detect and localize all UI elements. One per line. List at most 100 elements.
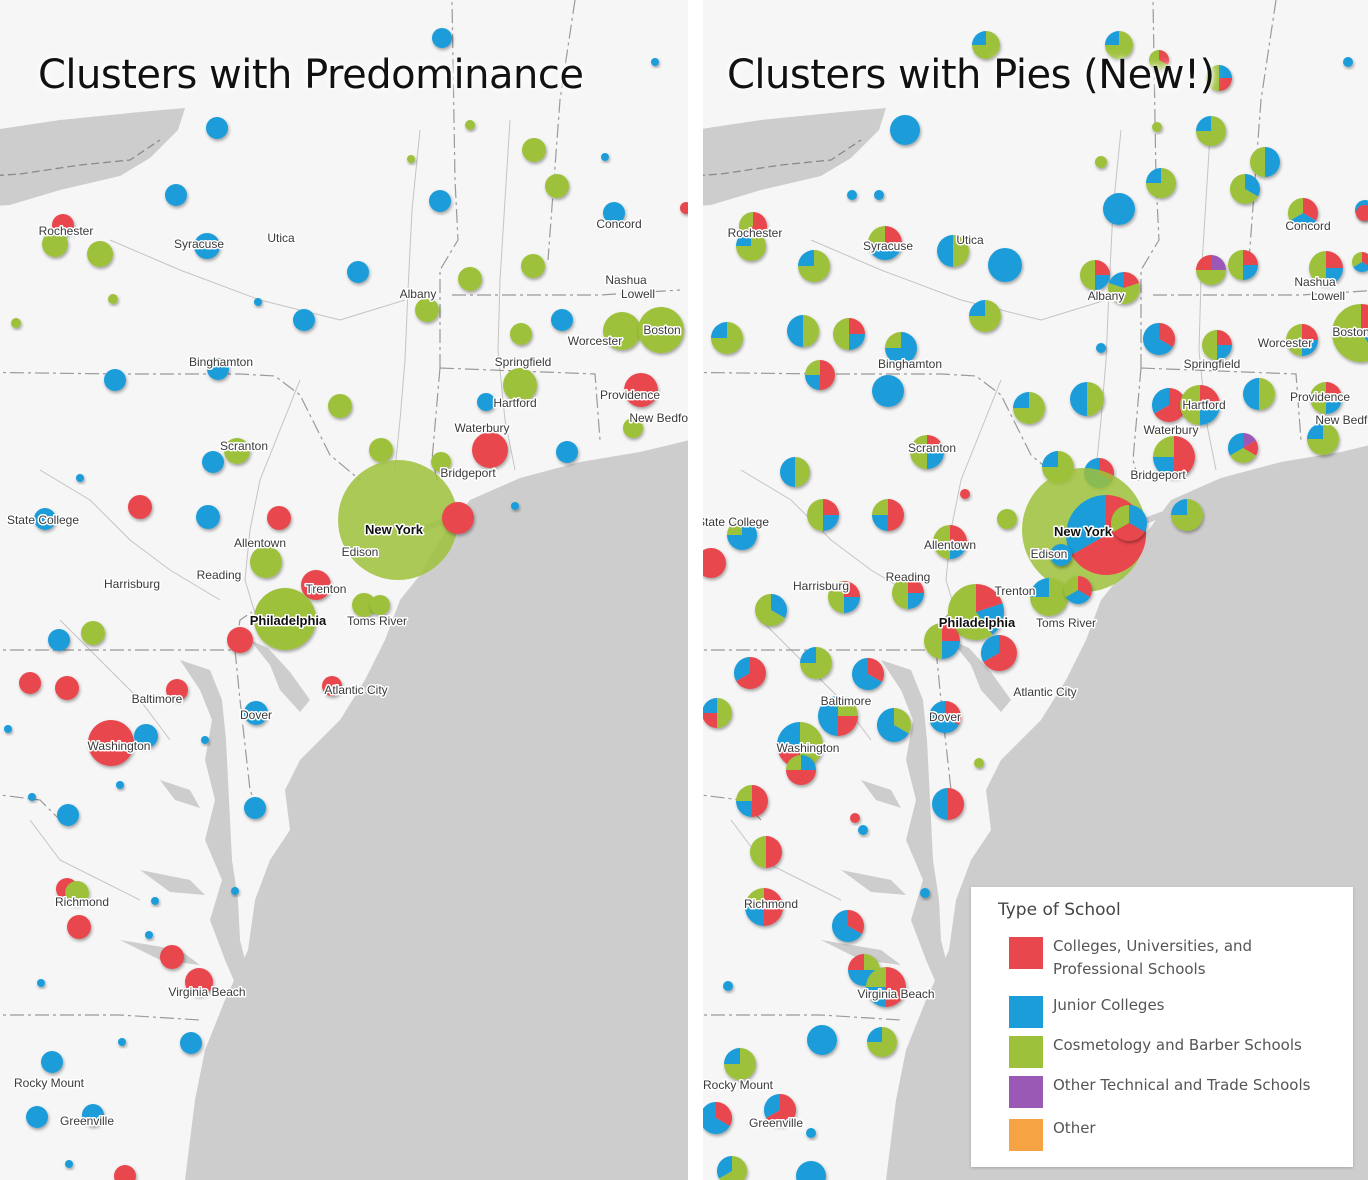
cluster-marker[interactable] xyxy=(206,117,228,139)
pie-cluster[interactable] xyxy=(1196,255,1226,285)
pie-cluster[interactable] xyxy=(787,315,819,347)
cluster-marker[interactable] xyxy=(88,720,134,766)
pie-cluster[interactable] xyxy=(807,1025,837,1055)
cluster-marker[interactable] xyxy=(432,28,452,48)
pie-cluster[interactable] xyxy=(828,581,860,613)
pie-cluster[interactable] xyxy=(755,594,788,626)
cluster-marker[interactable] xyxy=(244,797,266,819)
cluster-marker[interactable] xyxy=(128,495,152,519)
cluster-marker[interactable] xyxy=(145,931,153,939)
cluster-marker[interactable] xyxy=(201,736,209,744)
pie-cluster[interactable] xyxy=(866,967,906,1007)
predominance-clusters[interactable] xyxy=(4,28,688,1180)
cluster-marker[interactable] xyxy=(347,261,369,283)
pie-cluster[interactable] xyxy=(1206,65,1232,91)
cluster-marker[interactable] xyxy=(34,508,56,530)
cluster-marker[interactable] xyxy=(57,804,79,826)
pie-cluster[interactable] xyxy=(1228,250,1258,280)
pie-cluster[interactable] xyxy=(717,1156,747,1180)
pie-cluster[interactable] xyxy=(1148,50,1169,70)
cluster-marker[interactable] xyxy=(267,506,291,530)
pie-cluster[interactable] xyxy=(867,1027,897,1057)
pie-cluster[interactable] xyxy=(1030,578,1068,616)
pie-cluster[interactable] xyxy=(947,584,1004,640)
pie-cluster[interactable] xyxy=(876,708,911,742)
cluster-marker[interactable] xyxy=(651,58,659,66)
cluster-marker[interactable] xyxy=(521,254,545,278)
pie-cluster[interactable] xyxy=(890,115,920,145)
pie-cluster[interactable] xyxy=(1153,436,1195,478)
cluster-marker[interactable] xyxy=(48,629,70,651)
pie-cluster[interactable] xyxy=(727,520,757,550)
pie-cluster[interactable] xyxy=(910,435,944,469)
cluster-marker[interactable] xyxy=(41,1051,63,1073)
pie-cluster[interactable] xyxy=(1152,122,1162,132)
pie-cluster[interactable] xyxy=(892,577,924,609)
cluster-marker[interactable] xyxy=(293,309,315,331)
pie-cluster[interactable] xyxy=(786,755,816,785)
pie-cluster[interactable] xyxy=(1356,205,1368,221)
cluster-marker[interactable] xyxy=(503,368,537,402)
pie-cluster[interactable] xyxy=(1310,382,1342,414)
cluster-marker[interactable] xyxy=(165,184,187,206)
pie-cluster[interactable] xyxy=(937,235,969,267)
pie-cluster[interactable] xyxy=(933,525,967,559)
pie-cluster[interactable] xyxy=(736,785,768,817)
pie-cluster[interactable] xyxy=(733,657,766,689)
cluster-marker[interactable] xyxy=(67,915,91,939)
pie-cluster[interactable] xyxy=(1228,433,1258,463)
cluster-marker[interactable] xyxy=(11,318,21,328)
pie-cluster[interactable] xyxy=(1343,57,1353,67)
pie-cluster[interactable] xyxy=(974,758,984,768)
pie-cluster[interactable] xyxy=(1105,31,1133,59)
cluster-marker[interactable] xyxy=(244,701,268,725)
pie-cluster[interactable] xyxy=(1152,388,1187,423)
pie-cluster[interactable] xyxy=(796,1161,826,1180)
cluster-marker[interactable] xyxy=(556,441,578,463)
cluster-marker[interactable] xyxy=(522,138,546,162)
pie-cluster[interactable] xyxy=(1243,378,1275,410)
cluster-marker[interactable] xyxy=(624,373,658,407)
pie-cluster[interactable] xyxy=(745,888,783,926)
cluster-marker[interactable] xyxy=(465,120,475,130)
pie-cluster[interactable] xyxy=(832,910,865,942)
pie-cluster[interactable] xyxy=(1146,168,1176,198)
cluster-marker[interactable] xyxy=(472,432,508,468)
pie-cluster[interactable] xyxy=(1286,324,1318,356)
cluster-marker[interactable] xyxy=(19,672,41,694)
pie-cluster[interactable] xyxy=(807,499,839,531)
pie-cluster[interactable] xyxy=(969,300,1001,332)
cluster-marker[interactable] xyxy=(151,897,159,905)
cluster-marker[interactable] xyxy=(26,1106,48,1128)
pie-cluster[interactable] xyxy=(711,322,743,354)
pie-cluster[interactable] xyxy=(1307,423,1339,455)
pie-cluster[interactable] xyxy=(980,635,1017,671)
pie-cluster[interactable] xyxy=(885,332,917,364)
cluster-marker[interactable] xyxy=(250,546,282,578)
cluster-marker[interactable] xyxy=(108,294,118,304)
cluster-marker[interactable] xyxy=(160,945,184,969)
pie-cluster[interactable] xyxy=(1096,343,1106,353)
cluster-marker[interactable] xyxy=(65,1160,73,1168)
cluster-marker[interactable] xyxy=(87,241,113,267)
pie-cluster[interactable] xyxy=(850,813,860,823)
cluster-marker[interactable] xyxy=(322,676,342,696)
pie-cluster[interactable] xyxy=(805,360,835,390)
cluster-marker[interactable] xyxy=(166,679,188,701)
cluster-marker[interactable] xyxy=(352,593,376,617)
cluster-marker[interactable] xyxy=(42,231,68,257)
cluster-marker[interactable] xyxy=(442,502,474,534)
pie-cluster[interactable] xyxy=(724,1048,756,1080)
pie-cluster[interactable] xyxy=(960,489,970,499)
pie-cluster[interactable] xyxy=(703,698,732,728)
pie-cluster[interactable] xyxy=(932,788,964,820)
pie-cluster[interactable] xyxy=(800,647,832,679)
pie-cluster[interactable] xyxy=(723,981,733,991)
cluster-marker[interactable] xyxy=(76,474,84,482)
pie-cluster[interactable] xyxy=(1013,392,1045,424)
pie-clusters[interactable] xyxy=(703,31,1368,1180)
cluster-marker[interactable] xyxy=(603,202,625,224)
cluster-marker[interactable] xyxy=(338,460,458,580)
pie-cluster[interactable] xyxy=(1064,576,1092,604)
pie-cluster[interactable] xyxy=(1196,116,1226,146)
